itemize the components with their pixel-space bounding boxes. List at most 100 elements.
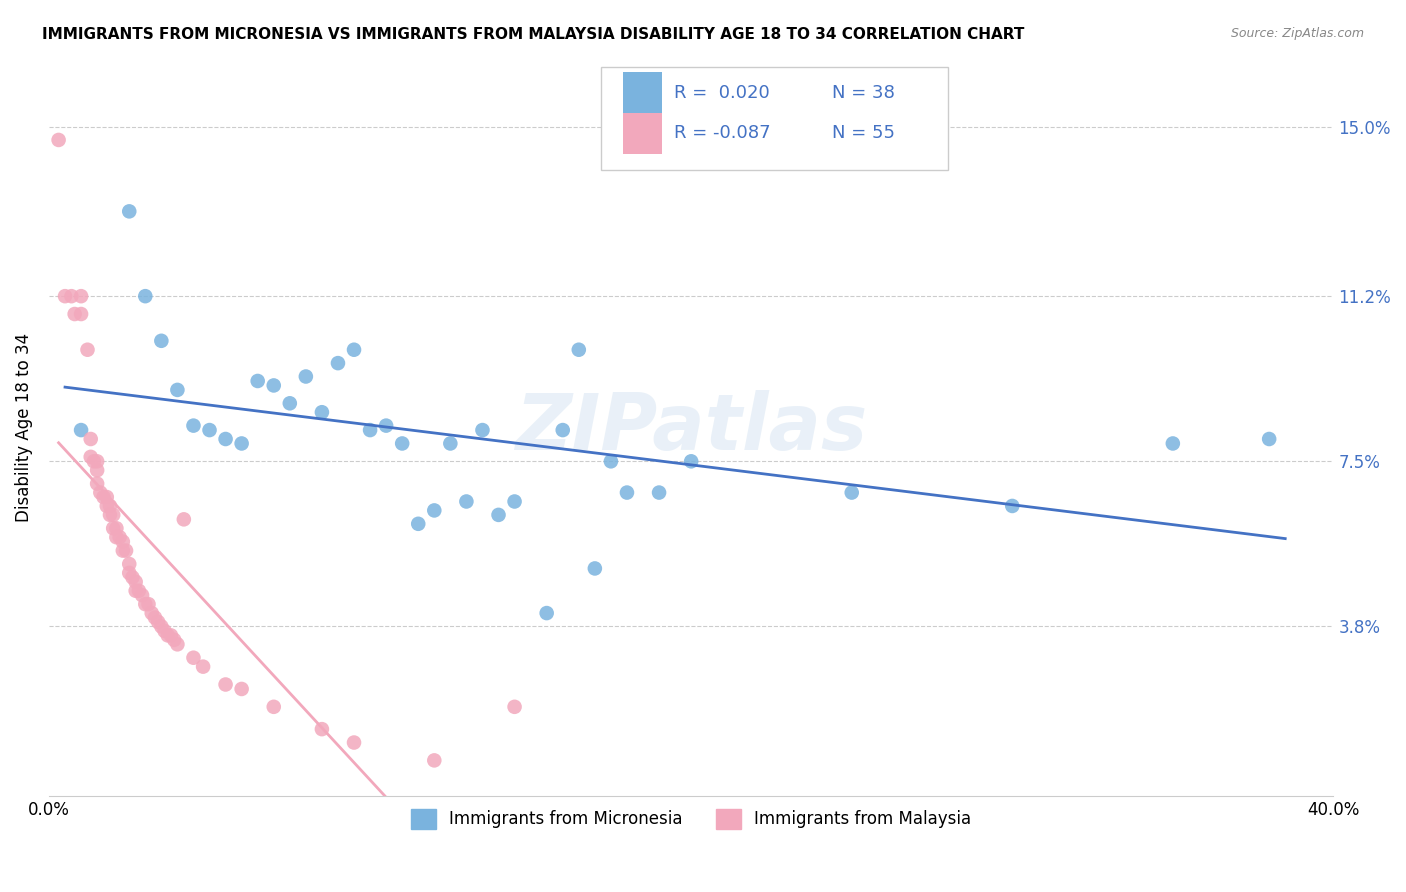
Point bbox=[80, 432, 103, 446]
Text: R = -0.087: R = -0.087 bbox=[675, 124, 770, 142]
Point bbox=[124, 583, 146, 598]
Point bbox=[214, 677, 236, 691]
Point bbox=[183, 650, 205, 665]
Point bbox=[105, 530, 128, 544]
Point bbox=[141, 606, 163, 620]
Point bbox=[551, 423, 574, 437]
Point bbox=[111, 534, 134, 549]
Point bbox=[146, 615, 169, 629]
Point bbox=[163, 632, 186, 647]
Point bbox=[134, 289, 156, 303]
Point bbox=[173, 512, 195, 526]
Point bbox=[118, 557, 141, 571]
Legend: Immigrants from Micronesia, Immigrants from Malaysia: Immigrants from Micronesia, Immigrants f… bbox=[404, 802, 979, 836]
Point bbox=[131, 588, 153, 602]
Point bbox=[166, 383, 188, 397]
Point bbox=[86, 454, 108, 468]
Point bbox=[1161, 436, 1184, 450]
Point bbox=[1258, 432, 1281, 446]
Point bbox=[503, 699, 526, 714]
Point bbox=[681, 454, 703, 468]
Point bbox=[115, 543, 138, 558]
Point bbox=[118, 566, 141, 580]
Point bbox=[231, 681, 253, 696]
Point bbox=[98, 508, 121, 522]
Point bbox=[160, 628, 183, 642]
Point bbox=[183, 418, 205, 433]
Bar bbox=[623, 72, 662, 113]
Point bbox=[134, 597, 156, 611]
Point bbox=[456, 494, 478, 508]
Point bbox=[86, 463, 108, 477]
Point bbox=[1001, 499, 1024, 513]
Point bbox=[375, 418, 398, 433]
Point bbox=[599, 454, 621, 468]
Text: N = 55: N = 55 bbox=[832, 124, 896, 142]
Point bbox=[70, 307, 93, 321]
Point bbox=[423, 753, 446, 767]
Point bbox=[63, 307, 86, 321]
Point bbox=[76, 343, 98, 357]
Point bbox=[246, 374, 269, 388]
Point bbox=[214, 432, 236, 446]
Point bbox=[48, 133, 70, 147]
Point bbox=[103, 521, 125, 535]
Point bbox=[198, 423, 221, 437]
Point bbox=[406, 516, 429, 531]
Point bbox=[60, 289, 83, 303]
Point bbox=[503, 494, 526, 508]
Point bbox=[150, 619, 173, 633]
Point bbox=[143, 610, 166, 624]
Point bbox=[326, 356, 349, 370]
Point bbox=[583, 561, 606, 575]
Point bbox=[263, 378, 285, 392]
Point bbox=[96, 499, 118, 513]
Point bbox=[616, 485, 638, 500]
Text: IMMIGRANTS FROM MICRONESIA VS IMMIGRANTS FROM MALAYSIA DISABILITY AGE 18 TO 34 C: IMMIGRANTS FROM MICRONESIA VS IMMIGRANTS… bbox=[42, 27, 1025, 42]
Point bbox=[536, 606, 558, 620]
Point bbox=[138, 597, 160, 611]
Point bbox=[263, 699, 285, 714]
Point bbox=[391, 436, 413, 450]
Point bbox=[278, 396, 301, 410]
Point bbox=[311, 722, 333, 736]
Point bbox=[108, 530, 131, 544]
Point bbox=[343, 735, 366, 749]
Point bbox=[96, 490, 118, 504]
Point bbox=[70, 289, 93, 303]
Point bbox=[488, 508, 510, 522]
Point bbox=[191, 659, 214, 673]
Point bbox=[121, 570, 143, 584]
Point bbox=[83, 454, 105, 468]
Point bbox=[156, 628, 179, 642]
Point bbox=[89, 485, 111, 500]
Text: R =  0.020: R = 0.020 bbox=[675, 84, 770, 102]
Point bbox=[343, 343, 366, 357]
Text: N = 38: N = 38 bbox=[832, 84, 896, 102]
Point bbox=[118, 204, 141, 219]
Text: ZIPatlas: ZIPatlas bbox=[515, 390, 868, 466]
Bar bbox=[623, 113, 662, 153]
Point bbox=[86, 476, 108, 491]
Point bbox=[439, 436, 461, 450]
Point bbox=[423, 503, 446, 517]
Point bbox=[295, 369, 318, 384]
Point bbox=[70, 423, 93, 437]
Point bbox=[98, 499, 121, 513]
FancyBboxPatch shape bbox=[602, 67, 948, 170]
Point bbox=[103, 508, 125, 522]
Point bbox=[150, 334, 173, 348]
Point bbox=[80, 450, 103, 464]
Point bbox=[105, 521, 128, 535]
Point bbox=[471, 423, 494, 437]
Point bbox=[53, 289, 76, 303]
Point bbox=[311, 405, 333, 419]
Point bbox=[128, 583, 150, 598]
Point bbox=[166, 637, 188, 651]
Point bbox=[841, 485, 863, 500]
Point bbox=[111, 543, 134, 558]
Text: Source: ZipAtlas.com: Source: ZipAtlas.com bbox=[1230, 27, 1364, 40]
Point bbox=[359, 423, 381, 437]
Point bbox=[568, 343, 591, 357]
Point bbox=[124, 574, 146, 589]
